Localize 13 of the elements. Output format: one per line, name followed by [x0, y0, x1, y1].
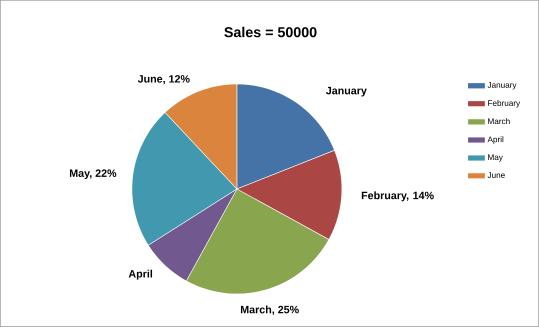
data-label: April — [128, 270, 152, 280]
legend-label: March — [488, 118, 510, 124]
data-label: May, 22% — [70, 169, 116, 180]
legend-label: May — [488, 154, 503, 162]
legend-label: January — [488, 82, 516, 90]
data-label: February, 14% — [362, 191, 434, 202]
legend-label: June — [488, 172, 505, 178]
data-label: March, 25% — [240, 305, 299, 315]
legend-label: April — [488, 136, 504, 144]
legend-label: February — [488, 100, 520, 108]
data-label: June, 12% — [138, 75, 190, 84]
chart-title: Sales = 50000 — [224, 26, 317, 38]
data-label: January — [326, 86, 367, 97]
